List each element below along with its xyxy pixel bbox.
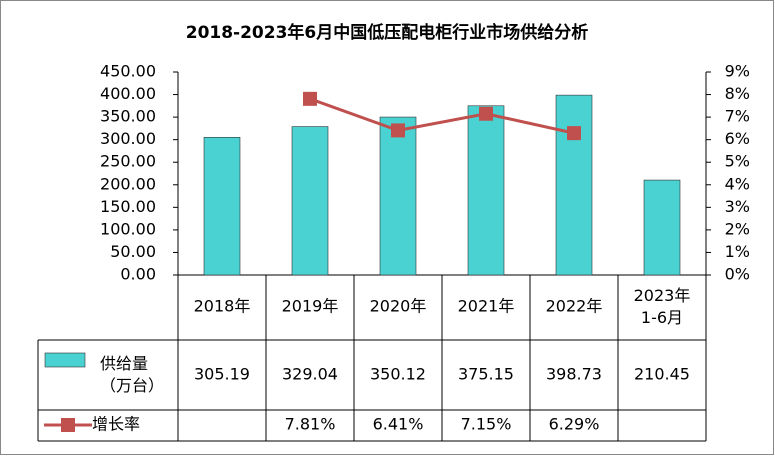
legend-key (44, 352, 86, 368)
y2-tick-label: 7% (725, 107, 750, 126)
x-tick-label: 2022年 (546, 297, 603, 316)
table-value: 7.81% (285, 415, 336, 434)
bar (643, 179, 681, 276)
table-value: 210.45 (634, 365, 690, 384)
y-tick-label: 150.00 (100, 197, 156, 216)
marker (479, 106, 493, 121)
y-tick-label: 350.00 (100, 107, 156, 126)
line (309, 97, 575, 135)
bar (291, 126, 329, 276)
y-tick-label: 100.00 (100, 219, 156, 238)
y2-tick-label: 2% (725, 219, 750, 238)
table-value: 398.73 (546, 365, 602, 384)
y-tick-label: 50.00 (110, 242, 156, 261)
y2-tick-label: 3% (725, 197, 750, 216)
y2-tick-label: 5% (725, 152, 750, 171)
y-tick-label: 250.00 (100, 152, 156, 171)
x-tick-label: 2020年 (370, 297, 427, 316)
y2-tick-label: 1% (725, 242, 750, 261)
bar (467, 105, 505, 276)
y-tick-label: 300.00 (100, 129, 156, 148)
table-value: 350.12 (370, 365, 426, 384)
table-value: 7.15% (461, 415, 512, 434)
x-tick-label: 2023年 1-6月 (634, 286, 691, 327)
legend-key (61, 418, 75, 432)
marker (391, 123, 405, 138)
y2-tick-label: 8% (725, 84, 750, 103)
y2-tick-label: 9% (725, 62, 750, 81)
table-value: 329.04 (282, 365, 338, 384)
table-value: 6.41% (373, 415, 424, 434)
y-tick-label: 450.00 (100, 62, 156, 81)
marker (567, 126, 581, 141)
table-value: 305.19 (194, 365, 250, 384)
chart-title: 2018-2023年6月中国低压配电柜行业市场供给分析 (186, 22, 589, 43)
table-value: 6.29% (549, 415, 600, 434)
x-tick-label: 2019年 (282, 297, 339, 316)
table-value: 375.15 (458, 365, 514, 384)
x-tick-label: 2018年 (194, 297, 251, 316)
bar (555, 94, 593, 276)
y2-tick-label: 4% (725, 174, 750, 193)
bar (203, 137, 241, 276)
legend-label: 供给量（万台） (100, 354, 164, 395)
x-tick-label: 2021年 (458, 297, 515, 316)
y2-tick-label: 0% (725, 265, 750, 284)
y-tick-label: 200.00 (100, 174, 156, 193)
y2-tick-label: 6% (725, 129, 750, 148)
bar (379, 116, 417, 276)
y-tick-label: 400.00 (100, 84, 156, 103)
y-tick-label: 0.00 (120, 265, 156, 284)
marker (303, 91, 317, 106)
legend-label: 增长率 (92, 415, 140, 434)
